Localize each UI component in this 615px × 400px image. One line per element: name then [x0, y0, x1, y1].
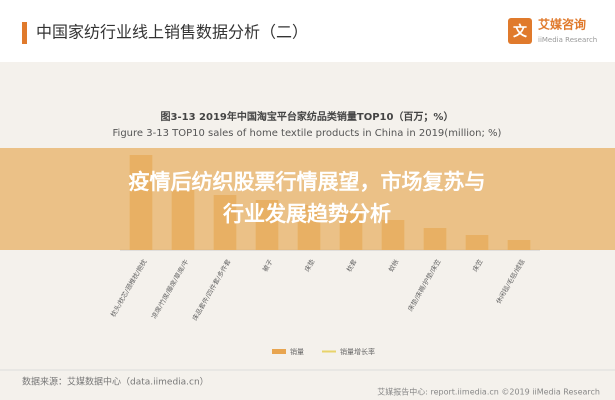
- overlay-line: 疫情后纺织股票行情展望，市场复苏与: [129, 170, 486, 194]
- header-title: 中国家纺行业线上销售数据分析（二）: [36, 23, 308, 42]
- overlay-line: 行业发展趋势分析: [222, 202, 391, 226]
- header-accent: [22, 22, 27, 44]
- logo-name: 艾媒咨询: [538, 17, 586, 32]
- legend-label: 销量: [290, 347, 304, 356]
- logo-glyph: 文: [513, 23, 528, 40]
- legend-swatch: [272, 349, 286, 354]
- logo-icon: [508, 18, 532, 44]
- legend-label: 销量增长率: [340, 347, 375, 356]
- chart-title: 图3-13 2019年中国淘宝平台家纺品类销量TOP10（百万；%）: [161, 110, 454, 123]
- overlay-banner: [0, 148, 615, 250]
- footer-source: 数据来源：艾媒数据中心（data.iimedia.cn）: [22, 376, 209, 388]
- footer-copyright: 艾媒报告中心: report.iimedia.cn ©2019 iiMedia …: [377, 387, 600, 397]
- chart-subtitle: Figure 3-13 TOP10 sales of home textile …: [113, 128, 502, 139]
- logo-sub: iiMedia Research: [538, 36, 597, 44]
